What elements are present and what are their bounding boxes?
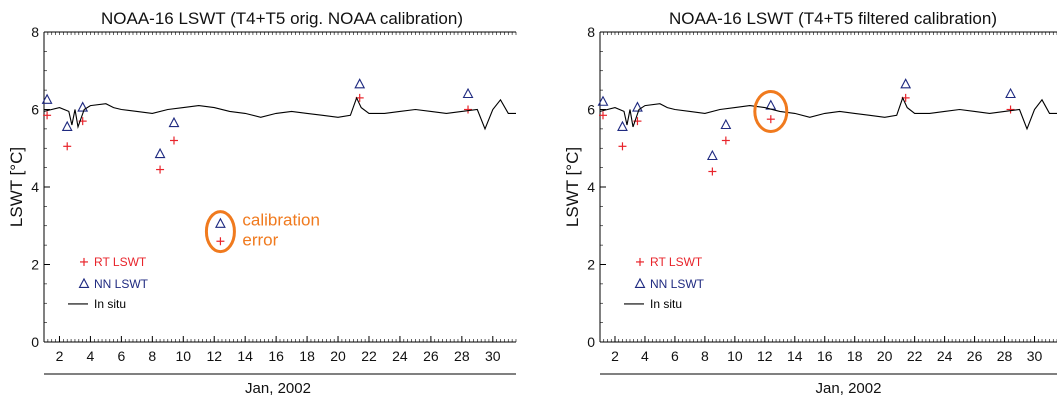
nn-lswt-point	[597, 95, 609, 106]
nn-lswt-point	[1005, 87, 1016, 99]
legend-nn-marker	[634, 277, 646, 288]
x-tick-label: 16	[268, 348, 284, 364]
nn-lswt-point	[900, 78, 912, 89]
x-tick-label: 6	[117, 348, 125, 364]
x-tick-label: 20	[877, 348, 893, 364]
legend-rt-marker	[80, 257, 88, 266]
x-tick-label: 6	[671, 348, 679, 364]
y-tick-label: 4	[31, 179, 39, 195]
nn-lswt-point	[61, 120, 73, 131]
y-tick-label: 8	[587, 24, 595, 40]
y-tick-label: 2	[587, 257, 595, 273]
chart-title: NOAA-16 LSWT (T4+T5 filtered calibration…	[669, 9, 997, 28]
x-tick-label: 8	[148, 348, 156, 364]
rt-lswt-point	[766, 115, 775, 124]
nn-lswt-point	[168, 116, 180, 128]
nn-lswt-point	[720, 118, 732, 130]
nn-lswt-point	[632, 101, 643, 112]
rt-lswt-point	[63, 142, 72, 151]
x-tick-label: 22	[907, 348, 923, 364]
rt-lswt-point	[43, 111, 52, 120]
nn-lswt-point	[354, 78, 366, 89]
y-tick-label: 8	[31, 24, 39, 40]
nn-lswt-point	[462, 87, 474, 99]
nn-lswt-point	[154, 147, 166, 159]
legend-insitu-label: In situ	[650, 297, 682, 311]
chart-title: NOAA-16 LSWT (T4+T5 orig. NOAA calibrati…	[101, 9, 463, 28]
y-tick-label: 0	[31, 334, 39, 350]
rt-lswt-point	[708, 167, 717, 176]
x-tick-label: 18	[299, 348, 315, 364]
y-tick-label: 6	[31, 102, 39, 118]
y-axis-label: LSWT [°C]	[563, 147, 582, 227]
y-tick-label: 2	[31, 257, 39, 273]
y-tick-label: 0	[587, 334, 595, 350]
x-tick-label: 8	[701, 348, 709, 364]
x-tick-label: 20	[330, 348, 346, 364]
rt-lswt-point	[464, 105, 473, 114]
x-tick-label: 30	[485, 348, 501, 364]
legend-nn-label: NN LSWT	[650, 277, 705, 291]
annotation-line-1: calibration	[242, 211, 320, 230]
x-tick-label: 12	[206, 348, 222, 364]
x-tick-label: 28	[454, 348, 470, 364]
y-axis-label: LSWT [°C]	[7, 147, 26, 227]
x-tick-label: 10	[175, 348, 191, 364]
legend: RT LSWT NN LSWT In situ	[624, 255, 705, 311]
x-tick-label: 2	[56, 348, 64, 364]
x-tick-label: 24	[392, 348, 408, 364]
rt-lswt-point	[721, 136, 730, 145]
x-tick-label: 24	[937, 348, 953, 364]
legend-rt-label: RT LSWT	[650, 255, 703, 269]
legend-insitu-label: In situ	[94, 297, 126, 311]
nn-lswt-point	[706, 149, 718, 161]
y-tick-label: 4	[587, 179, 595, 195]
x-tick-label: 12	[757, 348, 773, 364]
nn-lswt-point	[215, 217, 226, 228]
rt-lswt-point	[156, 165, 165, 174]
nn-lswt-point	[77, 101, 89, 112]
x-tick-label: 4	[641, 348, 649, 364]
rt-lswt-point	[216, 237, 225, 246]
x-tick-label: 26	[967, 348, 983, 364]
nn-lswt-point	[41, 93, 53, 104]
highlight-circle	[753, 89, 789, 133]
rt-lswt-point	[618, 142, 627, 151]
legend-rt-label: RT LSWT	[94, 255, 147, 269]
rt-lswt-point	[598, 111, 607, 120]
annotation-line-2: error	[242, 231, 278, 250]
in-situ-line	[599, 96, 1057, 131]
chart-panel-2: NOAA-16 LSWT (T4+T5 filtered calibration…	[563, 9, 1057, 397]
x-tick-label: 2	[611, 348, 619, 364]
x-tick-label: 30	[1027, 348, 1043, 364]
legend: RT LSWT NN LSWT In situ	[68, 255, 149, 311]
x-axis-label: Jan, 2002	[816, 380, 882, 397]
legend-rt-marker	[636, 257, 644, 266]
x-tick-label: 4	[87, 348, 95, 364]
x-tick-label: 26	[423, 348, 439, 364]
x-tick-label: 18	[847, 348, 863, 364]
x-axis-label: Jan, 2002	[245, 380, 311, 397]
x-tick-label: 28	[997, 348, 1013, 364]
calibration-error-circle	[204, 210, 236, 254]
x-tick-label: 22	[361, 348, 377, 364]
x-tick-label: 14	[787, 348, 803, 364]
rt-lswt-point	[1006, 105, 1015, 114]
x-tick-label: 16	[817, 348, 833, 364]
in-situ-line	[43, 96, 516, 131]
y-tick-label: 6	[587, 102, 595, 118]
x-tick-label: 10	[727, 348, 743, 364]
legend-nn-marker	[78, 277, 90, 288]
legend-nn-label: NN LSWT	[94, 277, 149, 291]
nn-lswt-point	[617, 120, 628, 131]
x-tick-label: 14	[237, 348, 253, 364]
rt-lswt-point	[169, 136, 178, 145]
chart-panel-1: NOAA-16 LSWT (T4+T5 orig. NOAA calibrati…	[7, 9, 517, 397]
